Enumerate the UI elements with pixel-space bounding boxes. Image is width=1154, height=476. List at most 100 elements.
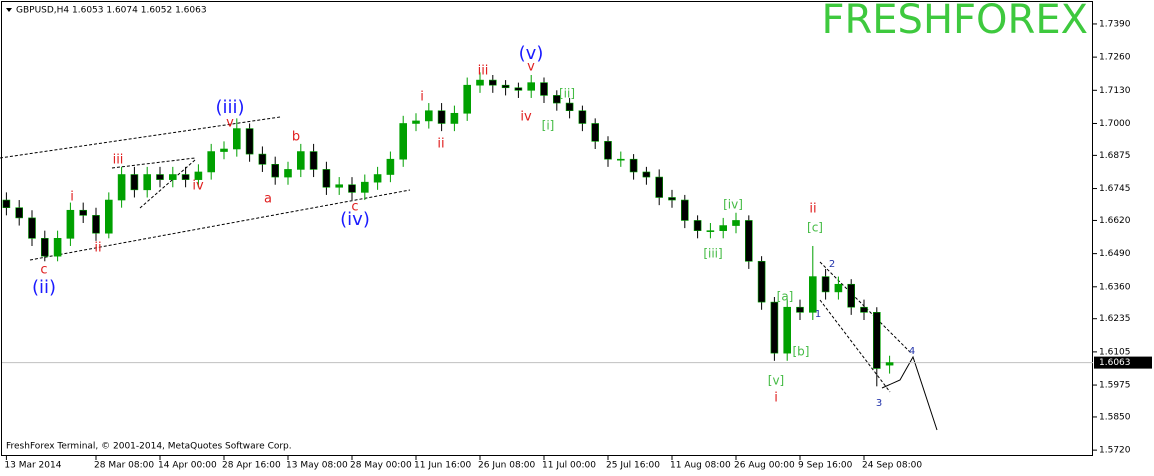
wave-label: v bbox=[527, 60, 535, 75]
candle-body bbox=[117, 174, 126, 201]
wave-label: 3 bbox=[876, 398, 882, 409]
wave-label: [iv] bbox=[723, 198, 743, 212]
candle-body bbox=[770, 301, 779, 354]
candle-body bbox=[834, 283, 843, 293]
candle-body bbox=[335, 184, 344, 188]
wave-label: [a] bbox=[777, 290, 794, 304]
candle-body bbox=[156, 174, 164, 180]
candle-body bbox=[540, 82, 548, 96]
y-tick-label: 1.6360 bbox=[1099, 282, 1131, 292]
price-label: 1.6063 bbox=[1099, 358, 1131, 368]
candle-body bbox=[386, 158, 395, 175]
wave-label: 4 bbox=[909, 346, 915, 357]
candle-body bbox=[655, 176, 664, 198]
menu-icon[interactable] bbox=[6, 8, 12, 12]
wave-label: c bbox=[351, 200, 358, 215]
candle-body bbox=[322, 169, 331, 188]
candle-body bbox=[245, 128, 254, 155]
footer: FreshForex Terminal, © 2001-2014, MetaQu… bbox=[6, 442, 292, 452]
channel-line bbox=[819, 299, 891, 393]
y-tick-label: 1.5850 bbox=[1099, 412, 1131, 422]
x-tick-label: 26 Aug 00:00 bbox=[734, 461, 795, 471]
wave-label: (v) bbox=[519, 43, 544, 64]
candle-body bbox=[2, 199, 11, 208]
x-tick-label: 13 Mar 2014 bbox=[4, 461, 61, 471]
wave-label: ii bbox=[809, 202, 816, 217]
wave-label: ii bbox=[437, 137, 444, 152]
channel-line bbox=[29, 189, 411, 261]
candle-body bbox=[668, 197, 676, 201]
y-tick-label: 1.7390 bbox=[1099, 19, 1131, 29]
wave-label: (iv) bbox=[340, 209, 370, 230]
candle-body bbox=[220, 148, 228, 152]
candle-body bbox=[53, 238, 62, 257]
candle-body bbox=[424, 110, 433, 122]
candle-body bbox=[552, 95, 561, 104]
y-tick-label: 1.7260 bbox=[1099, 53, 1131, 63]
wave-label: iv bbox=[520, 110, 532, 125]
y-tick-label: 1.5720 bbox=[1099, 446, 1131, 456]
x-tick-label: 9 Sep 16:00 bbox=[798, 461, 853, 471]
candle-body bbox=[604, 141, 612, 160]
y-tick-label: 1.7130 bbox=[1099, 86, 1131, 96]
y-tick-label: 1.6620 bbox=[1099, 216, 1131, 226]
candle-body bbox=[872, 312, 881, 369]
candle-body bbox=[578, 110, 587, 124]
candle-body bbox=[757, 260, 766, 303]
candle-body bbox=[79, 209, 87, 216]
candle-body bbox=[169, 174, 177, 180]
candle-body bbox=[437, 110, 446, 124]
candle-body bbox=[450, 112, 459, 124]
wave-label: iii bbox=[113, 153, 124, 168]
y-tick-label: 1.6875 bbox=[1099, 151, 1131, 161]
candle-body bbox=[348, 184, 356, 193]
wave-label: c bbox=[40, 263, 47, 278]
candle-body bbox=[296, 151, 305, 170]
triangle-line bbox=[111, 157, 196, 169]
candle-body bbox=[680, 199, 689, 221]
wave-label: a bbox=[264, 192, 272, 207]
candle-body bbox=[181, 174, 190, 180]
y-tick-label: 1.6490 bbox=[1099, 249, 1131, 259]
candle-body bbox=[412, 120, 420, 124]
watermark: FRESHFOREX bbox=[821, 0, 1088, 43]
candle-body bbox=[796, 306, 804, 313]
candle-body bbox=[28, 217, 36, 239]
candle-body bbox=[501, 84, 510, 89]
wave-label: v bbox=[226, 116, 234, 131]
candle-body bbox=[629, 158, 638, 173]
candle-body bbox=[616, 158, 625, 161]
candle-body bbox=[207, 151, 215, 173]
candle-body bbox=[527, 82, 536, 91]
wave-label: [b] bbox=[793, 345, 810, 359]
candle-body bbox=[821, 276, 830, 293]
wave-label: i bbox=[774, 391, 778, 406]
x-tick-label: 26 Jun 08:00 bbox=[478, 461, 535, 471]
projection-line bbox=[881, 355, 938, 431]
candle-body bbox=[808, 276, 817, 313]
y-tick-label: 1.6235 bbox=[1099, 314, 1131, 324]
candle-body bbox=[847, 283, 856, 308]
candle-body bbox=[373, 174, 382, 183]
wave-label: b bbox=[292, 130, 300, 145]
wave-label: iv bbox=[192, 179, 204, 194]
x-tick-label: 28 Apr 16:00 bbox=[222, 461, 281, 471]
y-tick-label: 1.6105 bbox=[1099, 347, 1131, 357]
wave-label: 1 bbox=[815, 309, 821, 320]
candle-body bbox=[488, 79, 497, 86]
candle-body bbox=[463, 84, 472, 114]
candle-body bbox=[860, 306, 868, 313]
candle-body bbox=[15, 207, 23, 219]
candle-body bbox=[309, 151, 318, 170]
candle-body bbox=[194, 171, 203, 180]
candle-body bbox=[693, 220, 702, 231]
wave-label: i bbox=[420, 90, 424, 105]
candle-body bbox=[565, 102, 574, 112]
candle-body bbox=[66, 209, 75, 239]
candle-body bbox=[40, 238, 49, 257]
wave-label: [c] bbox=[807, 221, 823, 235]
wave-label: ii bbox=[94, 241, 101, 256]
candle-body bbox=[783, 306, 792, 354]
candle-body bbox=[591, 123, 600, 142]
